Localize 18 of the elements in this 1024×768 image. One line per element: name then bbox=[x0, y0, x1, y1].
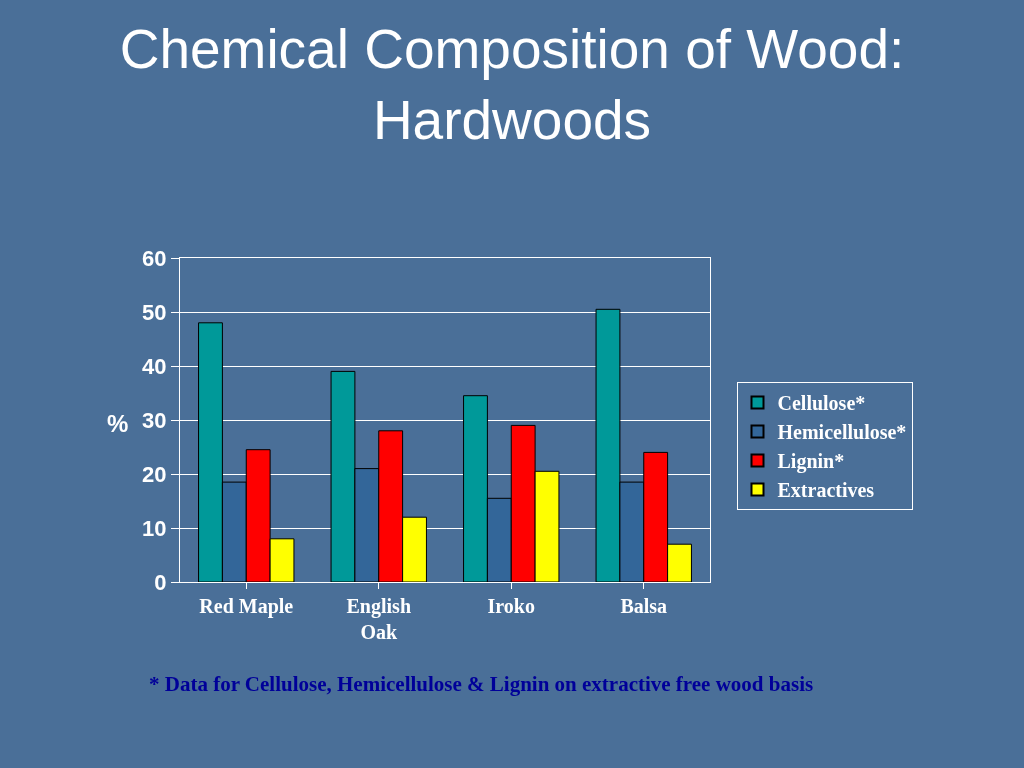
y-tick-label: 10 bbox=[142, 515, 167, 541]
y-tick-label: 50 bbox=[142, 299, 167, 325]
x-tick-label: English Oak bbox=[346, 595, 411, 643]
y-tick-label: 60 bbox=[142, 245, 167, 271]
y-axis-title: % bbox=[107, 410, 129, 437]
y-tick-label: 0 bbox=[154, 569, 167, 595]
y-tick-label: 20 bbox=[142, 461, 167, 487]
legend-label: Extractives bbox=[777, 479, 875, 502]
legend-label: Hemicellulose* bbox=[777, 421, 907, 444]
legend-label: Cellulose* bbox=[777, 392, 866, 415]
y-tick-label: 30 bbox=[142, 407, 167, 433]
y-tick-label: 40 bbox=[142, 353, 167, 379]
legend-label: Lignin* bbox=[777, 450, 845, 474]
x-tick-label: Red Maple bbox=[199, 595, 294, 618]
text: * Data for Cellulose, Hemicellulose & Lignin on extractive free wood basis bbox=[149, 672, 814, 696]
chart-title: Chemical Composition of Wood: Hardwoods bbox=[119, 17, 905, 152]
x-tick-label: Balsa bbox=[620, 595, 668, 617]
x-tick-label: Iroko bbox=[487, 595, 535, 617]
